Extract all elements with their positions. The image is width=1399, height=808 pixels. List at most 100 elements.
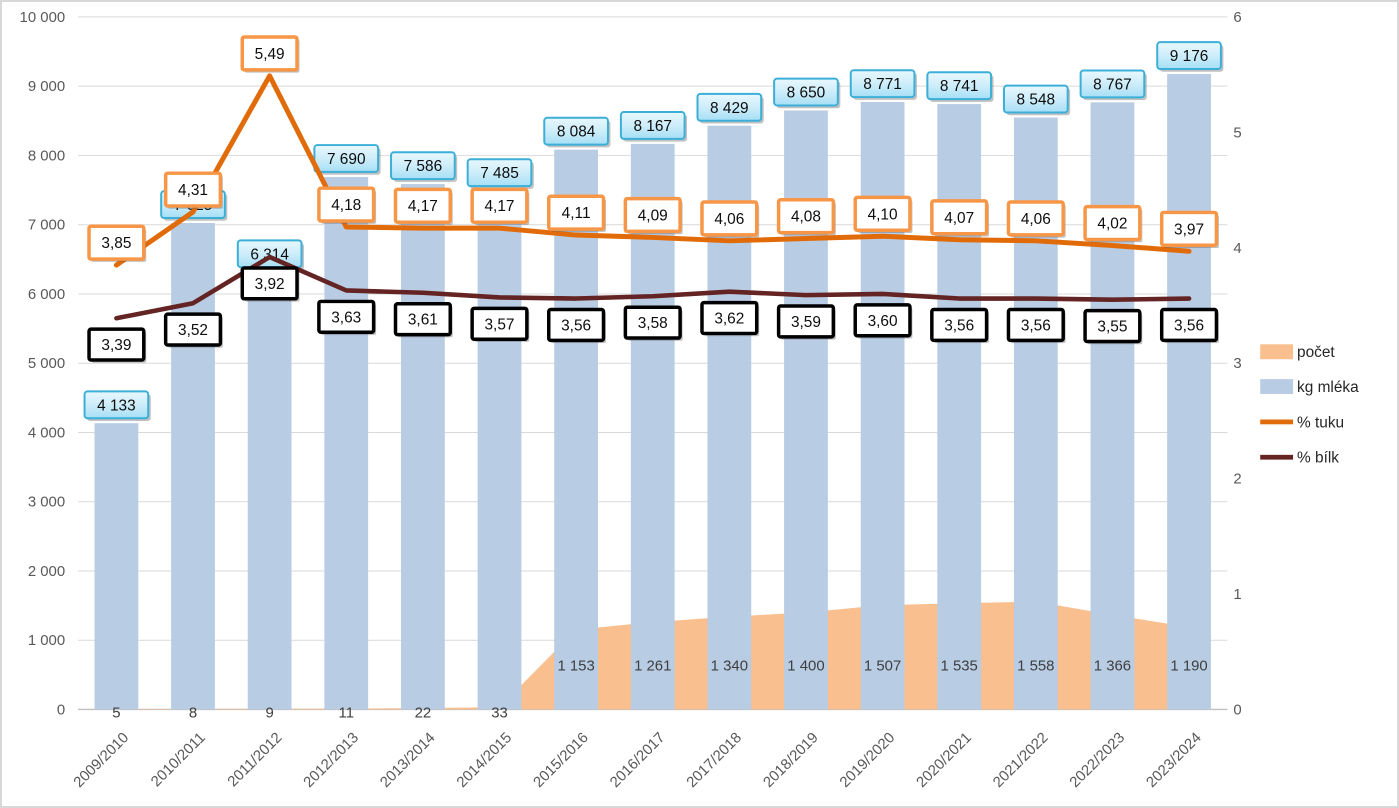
tuku-data-label [776, 197, 836, 235]
tuku-data-label-text: 4,08 [791, 209, 821, 226]
pocet-data-label: 11 [339, 704, 354, 721]
bilk-data-label [930, 307, 989, 343]
kg-mleka-bar [1167, 74, 1211, 710]
left-axis-tick-label: 9 000 [28, 78, 65, 95]
kg-mleka-data-label [773, 77, 839, 107]
x-axis-category-label: 2019/2020 [837, 729, 899, 791]
tuku-data-label [240, 35, 299, 72]
bilk-data-label [1159, 307, 1219, 343]
bilk-data-label-text: 3,55 [1097, 319, 1127, 336]
pocet-data-label: 1 366 [1094, 658, 1131, 675]
pocet-data-label: 22 [415, 704, 432, 721]
bilk-data-label-text: 3,92 [255, 276, 285, 293]
kg-mleka-bar [1090, 102, 1135, 710]
tuku-data-label-text: 3,85 [101, 235, 131, 252]
legend-line-swatch [1260, 454, 1294, 460]
right-axis-tick-label: 1 [1233, 586, 1241, 603]
pocet-data-label: 1 153 [557, 658, 594, 675]
bilk-data-label-text: 3,39 [101, 337, 131, 354]
pocet-data-label: 5 [112, 704, 120, 721]
left-axis-tick-label: 10 000 [20, 9, 66, 26]
tuku-data-label [1006, 200, 1065, 237]
tuku-data-label-text: 4,06 [1021, 211, 1051, 228]
legend-label: kg mléka [1297, 379, 1359, 396]
left-axis-tick-label: 1 000 [28, 632, 65, 649]
kg-mleka-bar [94, 423, 139, 710]
legend-item-kg-mleka: kg mléka [1260, 379, 1359, 396]
x-axis-category-label: 2015/2016 [530, 729, 592, 791]
bilk-data-label-text: 3,57 [484, 316, 514, 333]
kg-mleka-data-label [390, 151, 456, 181]
right-axis-tick-label: 3 [1233, 355, 1241, 372]
x-axis-category-label: 2022/2023 [1066, 729, 1128, 791]
x-axis-category-label: 2020/2021 [913, 729, 975, 791]
bilk-data-label [853, 303, 912, 338]
right-axis-tick-label: 5 [1233, 124, 1241, 141]
bilk-data-label-text: 3,59 [791, 314, 821, 331]
kg-mleka-bar [860, 102, 905, 710]
x-axis-category-label: 2014/2015 [453, 729, 515, 791]
kg-mleka-data-label [83, 390, 150, 420]
pocet-data-label: 33 [491, 704, 508, 721]
tuku-data-label [87, 224, 146, 261]
x-axis-category-label: 2011/2012 [224, 729, 285, 790]
kg-mleka-data-label-text: 4 133 [97, 397, 136, 414]
bilk-data-label [163, 312, 223, 347]
x-axis-category-label: 2010/2011 [148, 729, 209, 790]
left-axis-tick-label: 8 000 [28, 147, 65, 164]
bilk-data-label-text: 3,52 [178, 322, 208, 339]
left-axis-tick-label: 6 000 [28, 286, 65, 303]
legend-label: počet [1297, 344, 1335, 361]
kg-mleka-bar [937, 104, 982, 710]
left-axis-tick-label: 4 000 [28, 424, 65, 441]
x-axis-category-label: 2009/2010 [70, 729, 132, 791]
kg-mleka-data-label-text: 9 176 [1170, 48, 1209, 65]
kg-mleka-data-label [1156, 41, 1222, 71]
tuku-data-label-text: 4,09 [638, 207, 668, 224]
kg-mleka-data-label-text: 7 690 [327, 151, 366, 168]
tuku-data-label-text: 4,06 [714, 211, 744, 228]
tuku-data-label [853, 195, 912, 233]
pocet-data-label: 1 558 [1017, 658, 1054, 675]
pocet-data-label: 1 261 [634, 658, 671, 675]
bilk-data-label [317, 299, 376, 335]
bilk-data-label [240, 266, 299, 301]
legend-label: % tuku [1297, 414, 1344, 431]
legend-swatch [1260, 344, 1294, 360]
bilk-data-label-text: 3,56 [1021, 317, 1051, 334]
pocet-data-label: 1 400 [787, 658, 824, 675]
tuku-line [113, 73, 1192, 268]
kg-mleka-data-label [926, 71, 993, 101]
kg-mleka-data-label-text: 7 586 [404, 158, 443, 175]
tuku-data-label [547, 194, 606, 231]
x-axis-category-label: 2013/2014 [377, 729, 439, 791]
kg-mleka-bar [247, 272, 292, 710]
kg-mleka-data-label-text: 7 485 [480, 165, 519, 182]
kg-mleka-data-label [466, 158, 533, 188]
tuku-data-label [1083, 204, 1142, 242]
kg-mleka-data-label [313, 144, 380, 173]
bilk-data-label [623, 305, 682, 340]
legend-item-tuku: % tuku [1260, 414, 1344, 431]
bilk-data-label-text: 3,56 [561, 317, 591, 334]
kg-mleka-data-label-text: 8 741 [940, 78, 979, 95]
kg-mleka-bar [554, 149, 599, 710]
bilk-data-label [470, 306, 529, 341]
legend-label: % bílk [1297, 450, 1339, 467]
right-axis-tick-label: 4 [1233, 240, 1241, 257]
bilk-data-label [87, 327, 146, 362]
legend-swatch [1260, 379, 1294, 395]
kg-mleka-data-label [696, 92, 763, 122]
bilk-data-label-text: 3,58 [638, 315, 668, 332]
pocet-data-label: 1 190 [1170, 658, 1207, 675]
bilk-data-label [1083, 308, 1142, 344]
kg-mleka-data-label-text: 8 429 [710, 100, 749, 117]
x-axis-category-label: 2017/2018 [683, 729, 745, 791]
kg-mleka-data-label [849, 69, 916, 99]
right-axis-tick-label: 0 [1233, 701, 1241, 718]
tuku-data-label [393, 187, 452, 224]
kg-mleka-data-label-text: 8 167 [633, 118, 672, 135]
x-axis-category-label: 2023/2024 [1143, 729, 1205, 791]
right-axis-tick-label: 2 [1233, 471, 1241, 488]
